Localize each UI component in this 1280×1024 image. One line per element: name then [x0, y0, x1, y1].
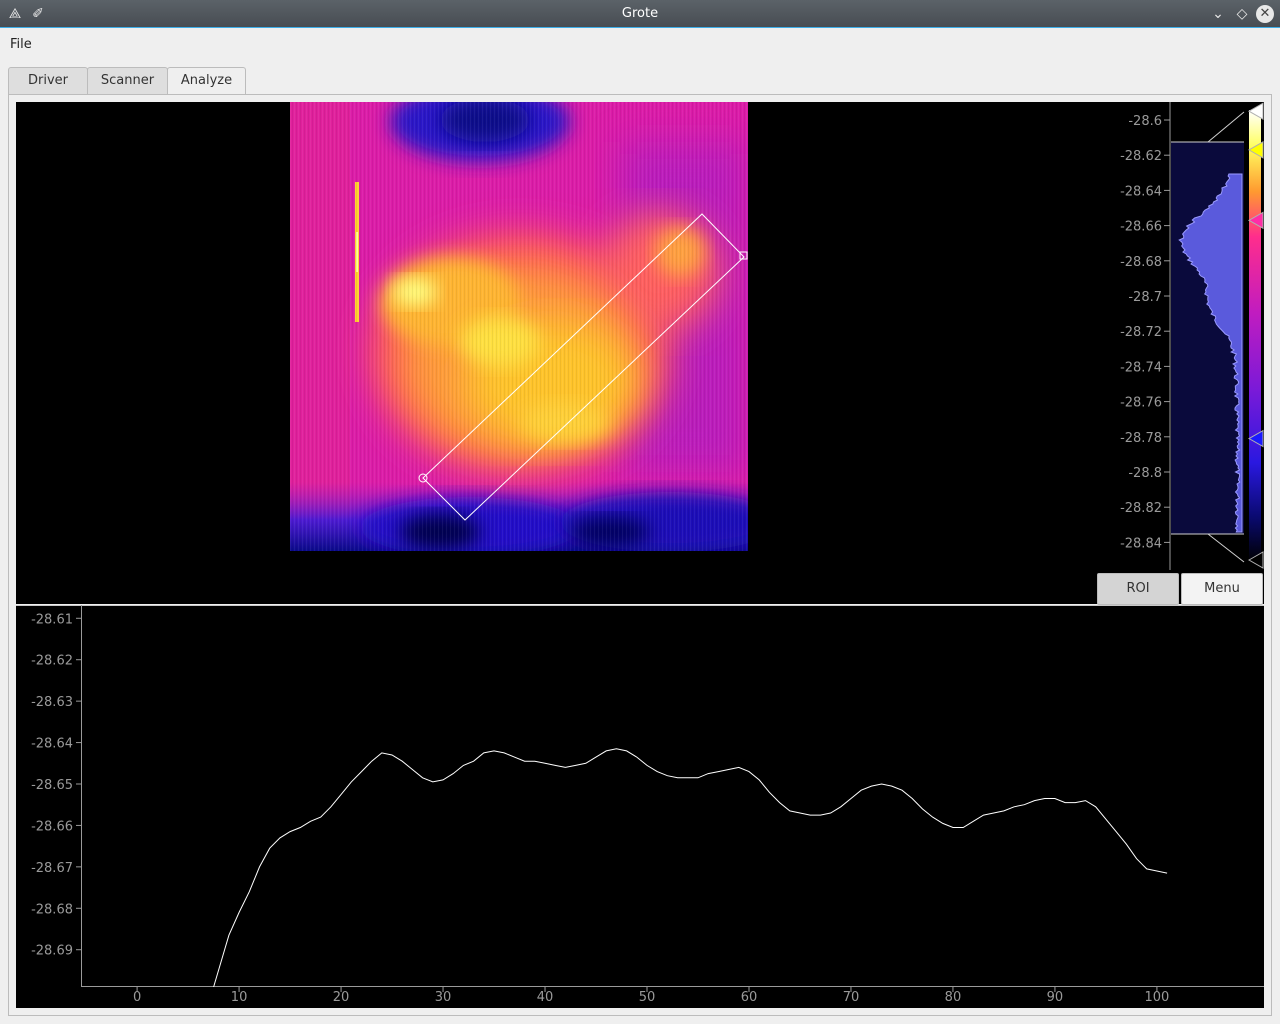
close-icon[interactable]: ✕ [1256, 5, 1274, 23]
roi-scale-handle[interactable] [739, 251, 748, 260]
pin-icon[interactable]: ✐ [32, 6, 44, 22]
y-tick-label: -28.62 [31, 654, 73, 669]
histogram-curve [1178, 173, 1243, 533]
app-logo-icon: ⟁ [8, 6, 22, 22]
x-tick-label: 30 [435, 990, 452, 1005]
menu-button[interactable]: Menu [1181, 573, 1263, 605]
x-tick-label: 20 [333, 990, 350, 1005]
title-accent-line [0, 27, 1280, 28]
heatmap-image [290, 102, 748, 551]
tab-analyze[interactable]: Analyze [167, 67, 246, 96]
y-axis-ticks: -28.61 -28.62 -28.63 -28.64 -28.65 -28.66 -28.… [31, 612, 81, 959]
hist-tick-label: -28.7 [1128, 290, 1162, 305]
colormap-bar[interactable] [1249, 110, 1261, 562]
level-handle[interactable] [1247, 211, 1264, 230]
minimize-icon[interactable]: ⌄ [1212, 6, 1224, 22]
histogram-lut[interactable]: -28.6 -28.62 -28.64 -28.66 -28.68 -28.7 -28.72… [1096, 102, 1264, 570]
x-tick-label: 40 [537, 990, 554, 1005]
hist-tick-label: -28.68 [1120, 255, 1162, 270]
roi-rectangle[interactable] [418, 213, 748, 521]
hist-tick-label: -28.64 [1120, 184, 1162, 199]
roi-button[interactable]: ROI [1097, 573, 1179, 605]
maximize-icon[interactable]: ◇ [1236, 6, 1248, 22]
plot-svg: -28.61 -28.62 -28.63 -28.64 -28.65 -28.66 -28.… [16, 605, 1264, 1005]
histogram-axis: -28.6 -28.62 -28.64 -28.66 -28.68 -28.7 -28.72… [1120, 114, 1170, 551]
hist-tick-label: -28.82 [1120, 501, 1162, 516]
hist-tick-label: -28.72 [1120, 325, 1162, 340]
y-tick-label: -28.65 [31, 778, 73, 793]
roi-rotate-handle[interactable] [418, 473, 428, 483]
hist-tick-label: -28.62 [1120, 149, 1162, 164]
window-title: Grote [621, 6, 659, 21]
hist-tick-label: -28.6 [1128, 114, 1162, 129]
x-tick-label: 90 [1047, 990, 1064, 1005]
x-tick-label: 60 [741, 990, 758, 1005]
x-tick-label: 50 [639, 990, 656, 1005]
scan-heatmap[interactable] [290, 102, 748, 551]
hist-tick-label: -28.66 [1120, 220, 1162, 235]
level-handle[interactable] [1247, 429, 1264, 448]
level-handle[interactable] [1247, 102, 1264, 121]
image-view[interactable]: -28.6 -28.62 -28.64 -28.66 -28.68 -28.7 -28.72… [16, 102, 1264, 604]
tab-driver[interactable]: Driver [8, 67, 88, 95]
x-tick-label: 10 [231, 990, 248, 1005]
hist-tick-label: -28.8 [1128, 466, 1162, 481]
y-tick-label: -28.63 [31, 695, 73, 710]
hist-tick-label: -28.76 [1120, 396, 1162, 411]
x-tick-label: 100 [1145, 990, 1170, 1005]
tab-scanner[interactable]: Scanner [87, 67, 168, 95]
x-axis-ticks: 0 10 20 30 40 50 60 70 80 90 100 [133, 987, 1169, 1005]
menu-file[interactable]: File [10, 37, 32, 52]
y-tick-label: -28.67 [31, 861, 73, 876]
hist-tick-label: -28.74 [1120, 360, 1162, 375]
y-tick-label: -28.61 [31, 612, 73, 627]
title-bar: ⟁ ✐ Grote ⌄ ◇ ✕ [0, 0, 1280, 28]
roi-profile-plot[interactable]: -28.61 -28.62 -28.63 -28.64 -28.65 -28.66 -28.… [16, 605, 1264, 1008]
level-handle[interactable] [1247, 551, 1264, 569]
y-tick-label: -28.69 [31, 944, 73, 959]
x-tick-label: 70 [843, 990, 860, 1005]
histogram-svg: -28.6 -28.62 -28.64 -28.66 -28.68 -28.7 -28.72… [1120, 102, 1264, 570]
y-tick-label: -28.66 [31, 819, 73, 834]
x-tick-label: 80 [945, 990, 962, 1005]
y-tick-label: -28.68 [31, 902, 73, 917]
hist-tick-label: -28.84 [1120, 536, 1162, 551]
hist-tick-label: -28.78 [1120, 431, 1162, 446]
profile-series-line [213, 748, 1168, 988]
menu-bar: File [0, 29, 1280, 59]
y-tick-label: -28.64 [31, 737, 73, 752]
x-tick-label: 0 [133, 990, 141, 1005]
level-handle[interactable] [1247, 141, 1264, 159]
level-handles[interactable] [1247, 102, 1264, 569]
